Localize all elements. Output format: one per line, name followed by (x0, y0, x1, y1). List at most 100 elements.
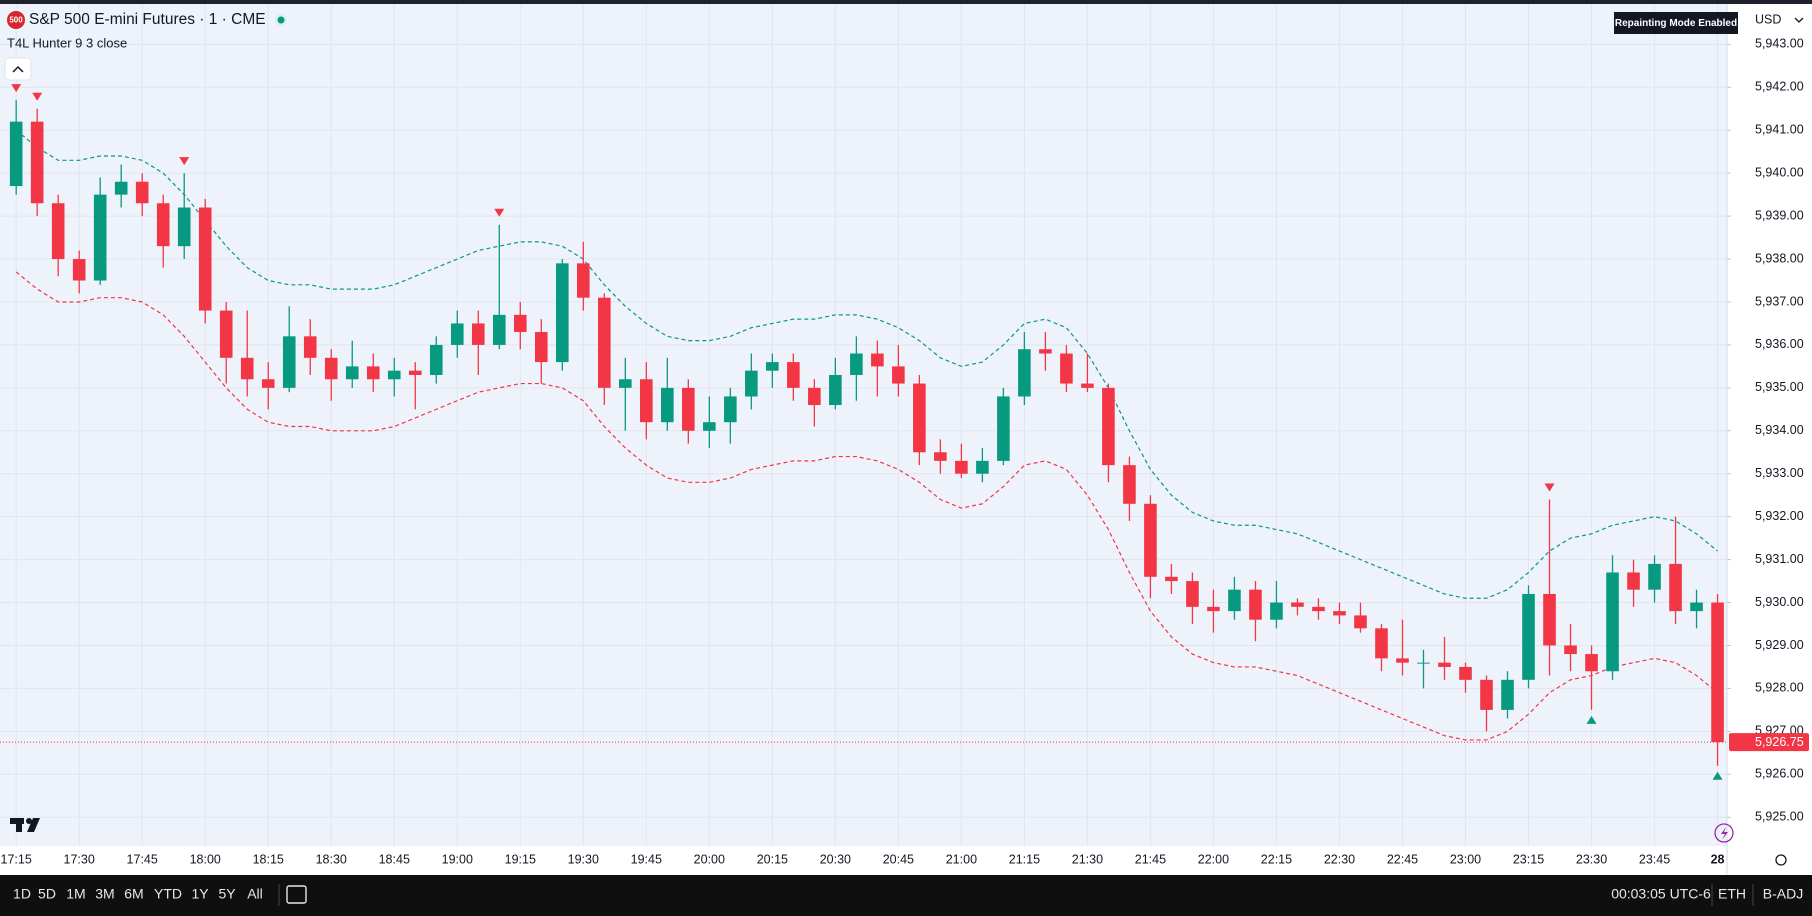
y-tick-label: 5,939.00 (1755, 208, 1804, 222)
candle (1186, 572, 1199, 625)
x-tick-label: 22:15 (1261, 852, 1292, 866)
range-button[interactable]: 1M (66, 886, 85, 902)
candle-body (850, 353, 863, 375)
candle-body (282, 336, 296, 388)
candle (219, 301, 233, 384)
y-tick-label: 5,938.00 (1755, 251, 1804, 265)
candle (1585, 645, 1598, 710)
x-tick-label: 19:45 (631, 852, 662, 866)
y-tick-label: 5,934.00 (1755, 423, 1804, 437)
candle-body (303, 336, 317, 358)
axes: 5,925.005,926.005,927.005,928.005,929.00… (0, 37, 1809, 866)
candle-body (1585, 654, 1598, 672)
candle (261, 362, 275, 410)
candle-body (1522, 593, 1535, 680)
candle-body (1018, 349, 1031, 397)
collapse-icon (12, 65, 24, 73)
candle-body (1396, 658, 1409, 663)
candle-body (703, 422, 716, 431)
symbol-title[interactable]: S&P 500 E-mini Futures · 1 · CME (29, 11, 266, 28)
settings-button[interactable] (1775, 854, 1787, 866)
candle (1123, 456, 1136, 521)
y-tick-label: 5,931.00 (1755, 552, 1804, 566)
candle (114, 164, 128, 208)
candle-body (198, 207, 212, 311)
range-button[interactable]: 3M (95, 886, 114, 902)
session-toggle[interactable]: ETH (1718, 886, 1746, 902)
y-tick-label: 5,943.00 (1755, 37, 1804, 51)
range-button[interactable]: YTD (154, 886, 182, 902)
candle (682, 379, 695, 444)
candle (1354, 602, 1367, 633)
currency[interactable]: USD (1755, 12, 1781, 26)
candle-body (1711, 602, 1724, 743)
candle (303, 319, 317, 375)
candle (9, 100, 23, 195)
candle-body (724, 396, 737, 423)
candle-body (1438, 662, 1451, 667)
candle-body (1270, 602, 1283, 620)
x-tick-label: 17:30 (64, 852, 95, 866)
bands (15, 129, 1718, 741)
candle-body (766, 362, 779, 371)
candle (1438, 636, 1451, 680)
candle (513, 301, 527, 350)
clock[interactable]: 00:03:05 UTC-6 (1611, 886, 1711, 902)
alert-button[interactable] (1714, 823, 1734, 843)
candle (787, 353, 800, 401)
candle (640, 362, 653, 440)
candle (1480, 675, 1493, 732)
candle-body (1690, 602, 1703, 612)
adjustment-toggle[interactable]: B-ADJ (1763, 886, 1803, 902)
notice-text: Repainting Mode Enabled (1615, 18, 1737, 29)
range-button[interactable]: 5D (38, 886, 56, 902)
range-button[interactable]: 1D (13, 886, 31, 902)
candle-body (30, 121, 44, 204)
collapse-button[interactable] (4, 57, 32, 81)
candle (1627, 559, 1640, 607)
candle (703, 396, 716, 448)
candle (555, 259, 569, 371)
candle (1564, 624, 1577, 672)
candle (1543, 499, 1556, 676)
y-tick-label: 5,932.00 (1755, 509, 1804, 523)
x-tick-label: 17:45 (127, 852, 158, 866)
candle (1690, 589, 1703, 629)
indicator-label[interactable]: T4L Hunter 9 3 close (7, 35, 127, 50)
range-buttons: 1D 5D 1M 3M 6M YTD 1Y 5Y All (13, 886, 263, 902)
candle-body (892, 366, 905, 384)
candle-body (471, 323, 485, 345)
x-tick-label: 22:30 (1324, 852, 1355, 866)
candle-body (1312, 606, 1325, 612)
y-tick-label: 5,937.00 (1755, 294, 1804, 308)
candle (1459, 662, 1472, 693)
candle (1102, 383, 1115, 483)
candle (93, 177, 107, 285)
candle-body (555, 263, 569, 363)
date-range-button[interactable] (286, 885, 307, 904)
x-tick-label: 18:15 (253, 852, 284, 866)
candle-body (1186, 581, 1199, 607)
x-tick-label: 21:45 (1135, 852, 1166, 866)
range-button[interactable]: 6M (124, 886, 143, 902)
range-button[interactable]: 1Y (191, 886, 209, 902)
candle-body (450, 323, 464, 345)
upper-band (15, 129, 1718, 599)
candles (9, 100, 1724, 766)
candle (1312, 598, 1325, 620)
candle-body (9, 121, 23, 187)
candle-body (240, 357, 254, 380)
signals (11, 84, 1723, 780)
candle-body (1081, 383, 1094, 388)
x-tick-label: 21:00 (946, 852, 977, 866)
range-button[interactable]: 5Y (218, 886, 236, 902)
candle (1711, 593, 1724, 766)
range-button[interactable]: All (247, 886, 263, 902)
y-tick-label: 5,940.00 (1755, 165, 1804, 179)
candle-body (640, 379, 653, 423)
alert-icon (1721, 827, 1728, 840)
candle-body (1417, 662, 1430, 664)
candle-body (1144, 503, 1157, 577)
candle-body (177, 207, 191, 247)
x-tick-label: 19:30 (568, 852, 599, 866)
